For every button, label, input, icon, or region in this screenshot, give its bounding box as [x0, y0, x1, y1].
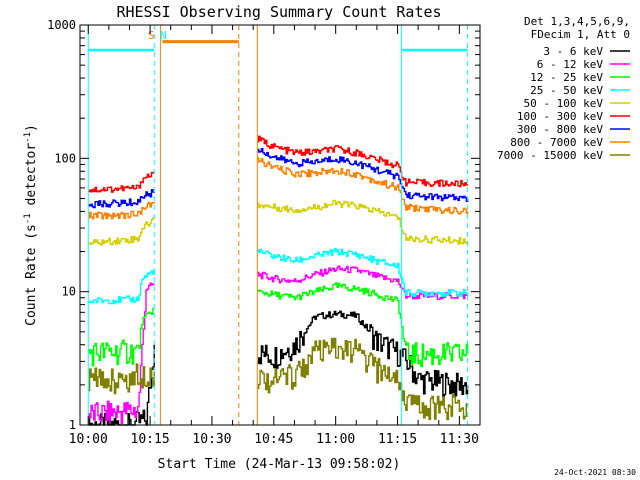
legend-label: 50 - 100 keV — [524, 97, 604, 110]
series-line — [257, 337, 469, 421]
series-line — [88, 171, 155, 193]
plot-frame — [79, 24, 481, 426]
y-axis-label-main: Count Rate (s — [24, 224, 39, 326]
legend-header-line-1: Det 1,3,4,5,6,9, — [524, 15, 630, 28]
axis-ticks: 1 10 100 1000 10:00 10:15 10:30 10:45 11:00 11:15… — [47, 18, 480, 447]
x-tick-label: 11:30 — [440, 432, 479, 447]
series-line — [88, 307, 155, 367]
y-tick-label: 1 — [69, 418, 76, 432]
legend-label: 300 - 800 keV — [517, 123, 603, 136]
series-line — [257, 282, 469, 368]
series-line — [257, 248, 469, 297]
legend-label: 12 - 25 keV — [530, 71, 603, 84]
series-line — [257, 135, 469, 188]
x-tick-label: 10:45 — [254, 432, 293, 447]
x-tick-label: 10:00 — [69, 432, 108, 447]
series-line — [88, 270, 155, 305]
legend-label: 3 - 6 keV — [543, 45, 603, 58]
series-line — [88, 201, 155, 220]
x-tick-label: 11:15 — [378, 432, 417, 447]
legend-label: 800 - 7000 keV — [510, 136, 603, 149]
series-line — [257, 148, 469, 202]
y-axis-label: Count Rate (s-1 detector-1) — [23, 124, 39, 326]
x-axis-label: Start Time (24-Mar-13 09:58:02) — [158, 457, 401, 472]
series-line — [88, 363, 155, 395]
y-axis-label-mid: detector — [24, 143, 39, 214]
series-line — [257, 310, 469, 398]
series-line — [257, 157, 469, 215]
series-line — [88, 282, 155, 425]
y-axis-label-exponent-2: -1 — [23, 132, 33, 143]
y-tick-label: 10 — [62, 285, 76, 299]
x-tick-label: 11:00 — [316, 432, 355, 447]
flag-letter: N — [160, 29, 167, 42]
x-tick-label: 10:30 — [192, 432, 231, 447]
legend-header: Det 1,3,4,5,6,9, FDecim 1, Att 0 — [524, 15, 630, 41]
flag-letter: S — [148, 29, 155, 42]
y-axis-label-exponent-1: -1 — [23, 213, 33, 224]
timestamp: 24-Oct-2021 08:30 — [554, 468, 636, 477]
y-axis-label-end: ) — [24, 124, 39, 132]
legend-label: 7000 - 15000 keV — [497, 149, 603, 162]
x-tick-label: 10:15 — [131, 432, 170, 447]
legend-label: 6 - 12 keV — [537, 58, 604, 71]
series-line — [257, 199, 469, 245]
legend-label: 25 - 50 keV — [530, 84, 603, 97]
series-line — [88, 217, 155, 246]
series-group — [88, 135, 469, 426]
series-line — [88, 189, 155, 209]
legend-label: 100 - 300 keV — [517, 110, 603, 123]
y-tick-label: 100 — [54, 151, 76, 165]
y-tick-label: 1000 — [47, 18, 76, 32]
legend-header-line-2: FDecim 1, Att 0 — [531, 28, 630, 41]
chart-title: RHESSI Observing Summary Count Rates — [116, 3, 441, 21]
